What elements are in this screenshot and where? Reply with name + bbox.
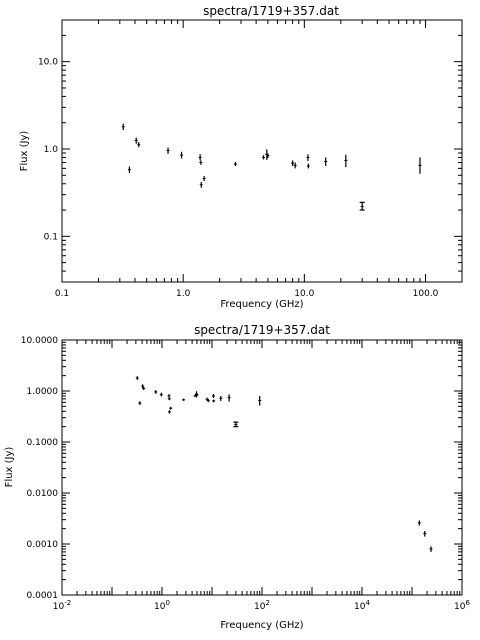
chart-2-y-tick-label: 0.0100 [27, 489, 59, 499]
chart-2-plot-frame [61, 339, 463, 596]
chart-1-x-tick-label: 1.0 [176, 289, 191, 299]
chart-2-x-tick-label: 10-2 [53, 599, 71, 612]
chart-1: spectra/1719+357.dat 0.1 1.0 10.0 100.0 0.1… [19, 4, 463, 310]
chart-1-y-tick-label: 1.0 [44, 145, 59, 155]
chart-1-data-point [306, 163, 310, 169]
chart-1-y-tick-label: 10.0 [38, 58, 58, 68]
chart-1-x-tick-label: 100.0 [413, 289, 439, 299]
chart-1-x-tick-label: 10.0 [294, 289, 314, 299]
chart-2-data-point [423, 530, 427, 537]
chart-1-data-point [261, 155, 265, 160]
chart-2-data-point [159, 392, 163, 397]
chart-1-data-point [233, 161, 237, 166]
chart-2-data-point [219, 395, 223, 401]
chart-1-y-axis-label: Flux (Jy) [19, 131, 30, 172]
chart-2-x-tick-label: 106 [454, 599, 470, 612]
chart-2-data-point [167, 394, 171, 398]
chart-1-data-point [127, 166, 131, 174]
chart-1-data-point [199, 181, 203, 188]
chart-1-data-point [137, 142, 141, 148]
chart-2-data-point [135, 376, 139, 380]
chart-2-x-tick-label: 102 [254, 599, 270, 612]
chart-1-data-point [198, 154, 202, 161]
chart-2-x-axis: 10-2 100 102 104 106 [53, 340, 470, 612]
chart-2-x-tick-label: 104 [354, 599, 370, 612]
chart-2-data-point [169, 406, 173, 410]
chart-2-data-point [141, 384, 145, 388]
chart-1-data-point [324, 157, 328, 166]
chart-1-data-point [306, 154, 310, 161]
chart-2-y-tick-label: 0.0010 [27, 540, 59, 550]
chart-2-x-axis-label: Frequency (GHz) [220, 620, 303, 631]
chart-2-y-axis: 0.0001 0.0010 0.0100 0.1000 1.0000 10.0000 [21, 336, 462, 601]
chart-1-data-point [266, 153, 270, 158]
chart-2: spectra/1719+357.dat 10-2 100 102 104 106 0.… [4, 323, 470, 631]
chart-1-data-point [359, 201, 365, 211]
chart-1-y-tick-label: 0.1 [44, 232, 58, 242]
chart-1-x-tick-label: 0.1 [55, 289, 69, 299]
chart-2-data-point [417, 520, 421, 526]
chart-2-data-point [429, 546, 433, 552]
chart-2-data-point [195, 393, 199, 397]
chart-1-y-axis: 0.1 1.0 10.0 [38, 19, 462, 283]
chart-2-data-point [167, 410, 171, 414]
chart-2-data-point [154, 390, 158, 394]
chart-1-x-axis: 0.1 1.0 10.0 100.0 [55, 20, 463, 299]
chart-2-data-point [206, 398, 210, 403]
chart-1-plot-frame [61, 19, 463, 283]
chart-2-data-point [138, 401, 142, 406]
chart-1-data-point [418, 157, 422, 174]
chart-1-data-point [121, 123, 125, 131]
chart-2-y-tick-label: 10.0000 [21, 336, 58, 346]
chart-1-data-point [202, 176, 206, 182]
chart-2-y-tick-label: 0.1000 [27, 438, 59, 448]
chart-2-data-point [142, 386, 146, 390]
chart-2-data-point [227, 394, 231, 402]
chart-1-data-point [166, 147, 170, 154]
chart-1-data-point [291, 160, 295, 166]
chart-2-data-point [182, 398, 186, 401]
chart-2-data-points [135, 376, 433, 552]
chart-1-data-point [199, 160, 203, 165]
chart-2-title: spectra/1719+357.dat [194, 323, 330, 337]
chart-1-x-axis-label: Frequency (GHz) [220, 299, 303, 310]
chart-1-data-points [121, 123, 422, 211]
chart-2-data-point [233, 421, 239, 428]
chart-2-data-point [211, 394, 215, 398]
chart-2-data-point [212, 399, 216, 403]
chart-1-data-point [344, 154, 348, 168]
chart-2-data-point [258, 395, 262, 406]
chart-1-data-point [180, 151, 184, 159]
chart-1-data-point [293, 162, 297, 169]
chart-2-y-tick-label: 1.0000 [27, 387, 59, 397]
chart-2-y-axis-label: Flux (Jy) [4, 447, 15, 488]
chart-1-data-point [134, 137, 138, 144]
chart-2-data-point [167, 397, 171, 401]
chart-2-x-tick-label: 100 [154, 599, 170, 612]
chart-2-y-tick-label: 0.0001 [27, 591, 59, 601]
chart-1-title: spectra/1719+357.dat [203, 4, 339, 18]
